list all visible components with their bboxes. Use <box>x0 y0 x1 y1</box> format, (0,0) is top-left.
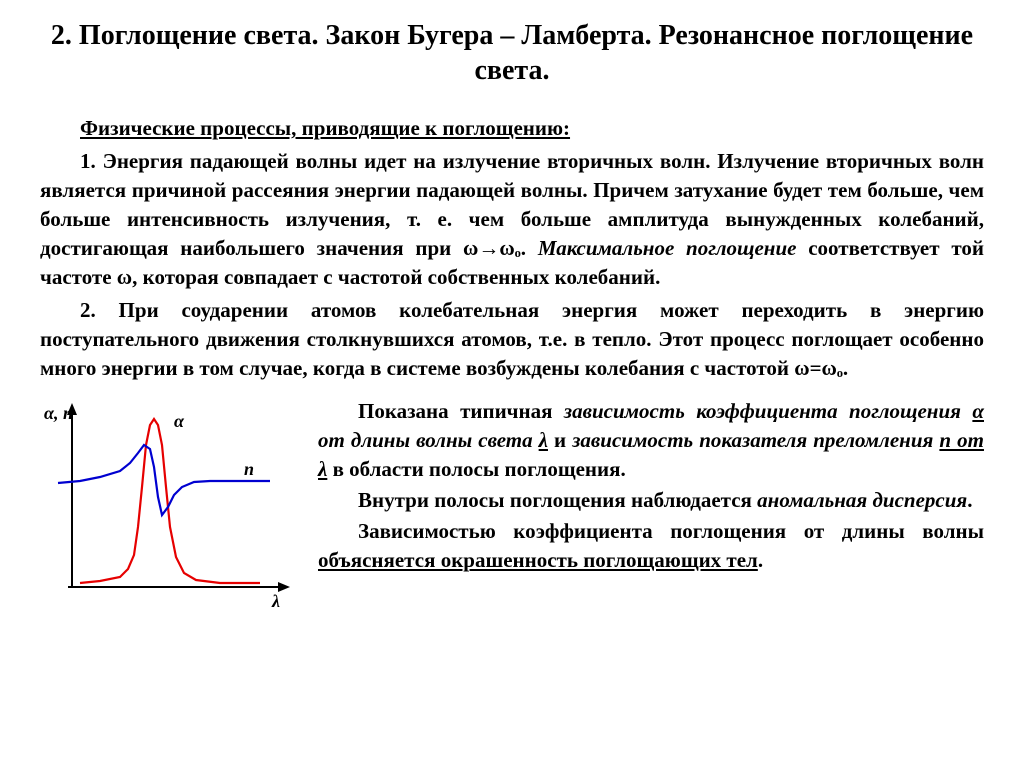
absorption-chart: α, n λ α n <box>40 397 300 617</box>
s1-emph1: зависимость коэффициента поглощения <box>564 399 972 423</box>
s3-underline: объясняется окрашенность поглощающих тел <box>318 548 758 572</box>
s1c: в области полосы поглощения. <box>327 457 625 481</box>
p2-omega: ω=ωₒ <box>794 356 843 380</box>
s2b: . <box>967 488 972 512</box>
p1-text-b: . <box>521 236 538 260</box>
s1-alpha: α <box>972 399 984 423</box>
s1-n: n от <box>939 428 984 452</box>
side-para-1: Показана типичная зависимость коэффициен… <box>318 397 984 484</box>
lower-block: α, n λ α n Показана типичная зависимость… <box>40 397 984 617</box>
slide-title: 2. Поглощение света. Закон Бугера – Ламб… <box>40 18 984 88</box>
s1-lambda: λ <box>539 428 548 452</box>
paragraph-2: 2. При соударении атомов колебательная э… <box>40 296 984 383</box>
p1-omega: ω→ωₒ <box>463 236 521 260</box>
s2a: Внутри полосы поглощения наблюдается <box>358 488 757 512</box>
chart-description: Показана типичная зависимость коэффициен… <box>318 397 984 617</box>
x-axis-label: λ <box>271 591 280 611</box>
p1-emphasis: Максимальное поглощение <box>538 236 797 260</box>
paragraph-1: 1. Энергия падающей волны идет на излуче… <box>40 147 984 292</box>
y-axis-label: α, n <box>44 403 73 423</box>
p2-text-b: . <box>843 356 848 380</box>
section-heading: Физические процессы, приводящие к поглощ… <box>40 116 984 141</box>
s1-emph2: от длины волны света <box>318 428 539 452</box>
s1b: и <box>548 428 572 452</box>
side-para-3: Зависимостью коэффициента поглощения от … <box>318 517 984 575</box>
alpha-series-label: α <box>174 411 185 431</box>
n-series-label: n <box>244 459 254 479</box>
side-para-2: Внутри полосы поглощения наблюдается ано… <box>318 486 984 515</box>
s3b: . <box>758 548 763 572</box>
s2-emph: аномальная дисперсия <box>757 488 967 512</box>
s3a: Зависимостью коэффициента поглощения от … <box>358 519 984 543</box>
s1-emph3: зависимость показателя преломления <box>572 428 939 452</box>
s1-lambda2: λ <box>318 457 327 481</box>
s1a: Показана типичная <box>358 399 564 423</box>
